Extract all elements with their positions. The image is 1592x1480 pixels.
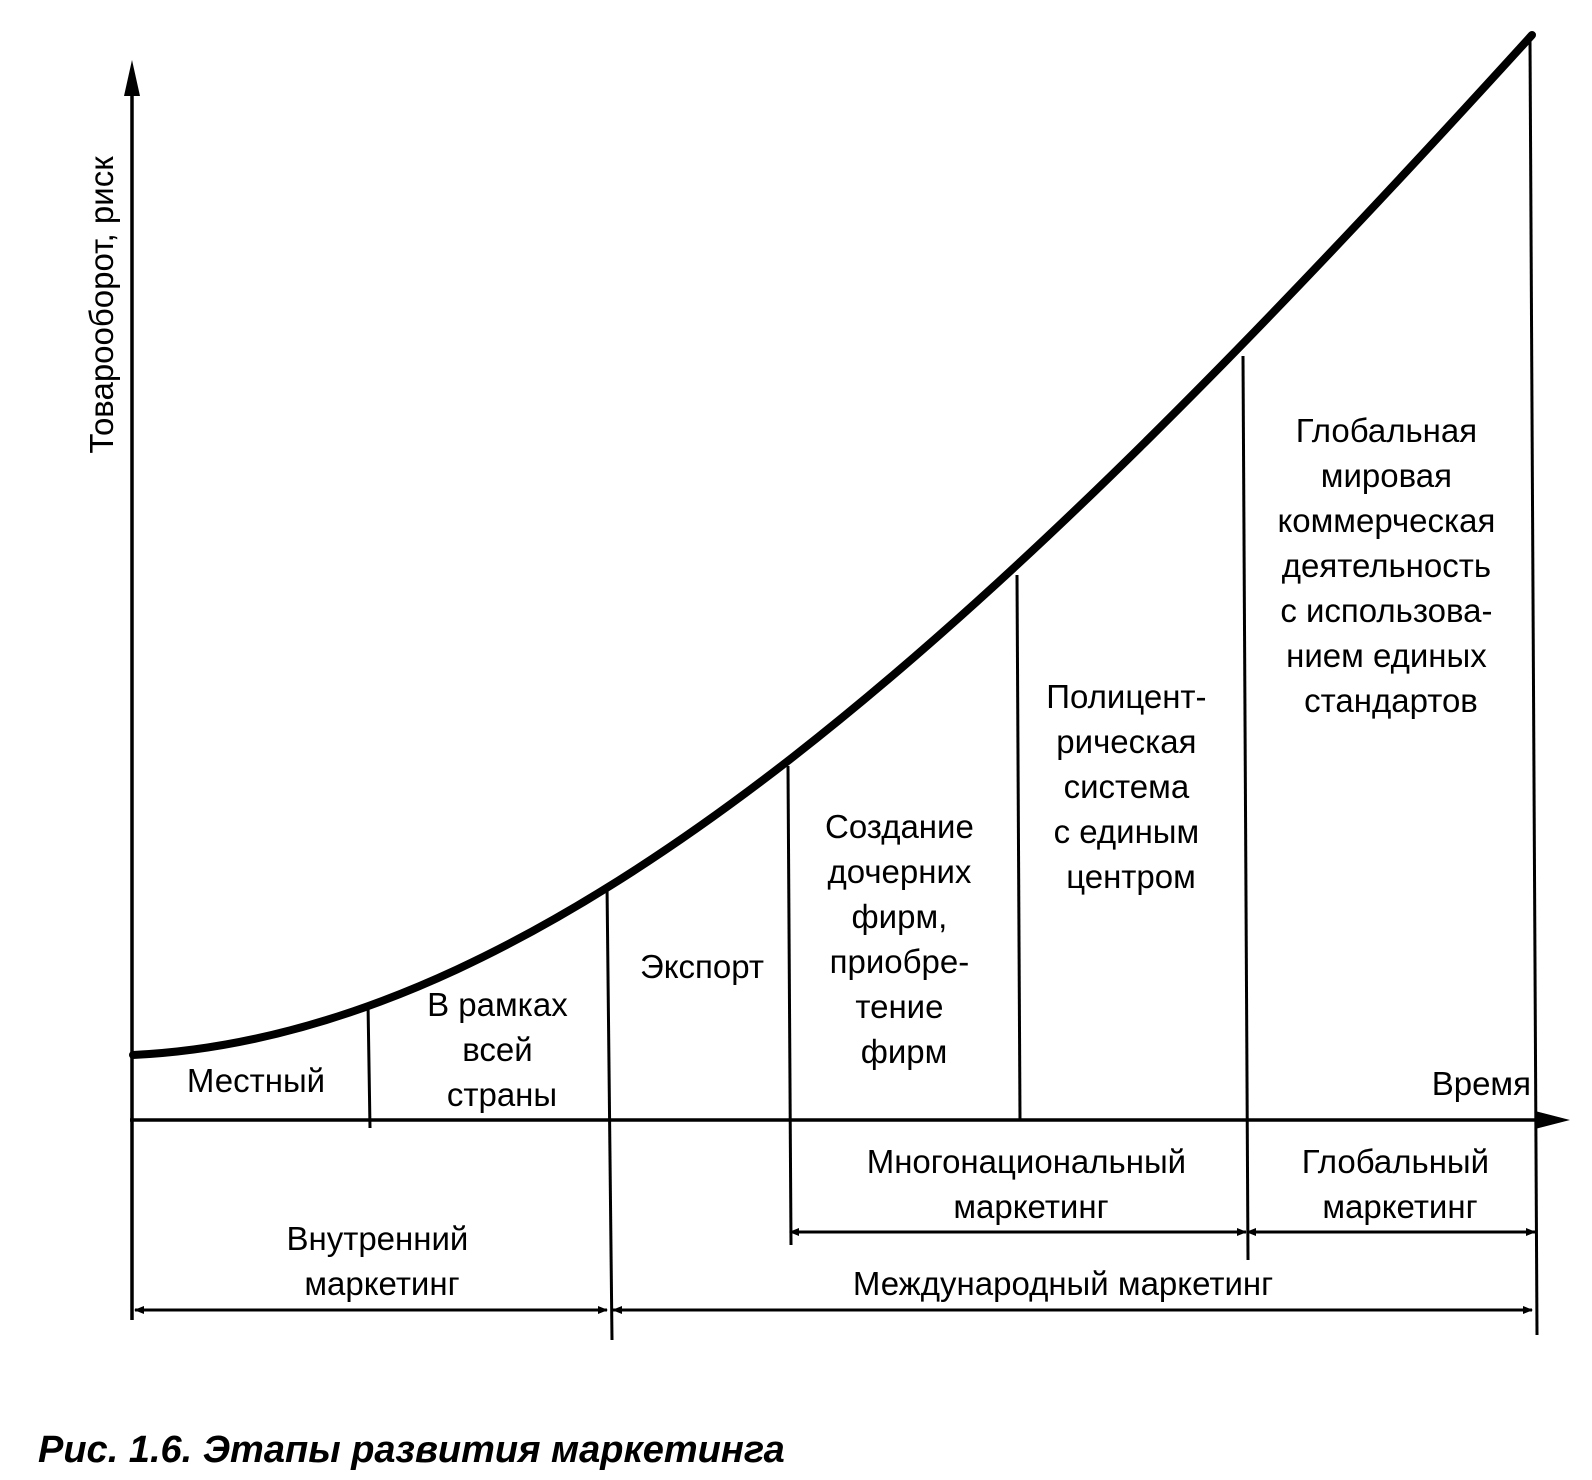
- stage-label-global: Глобальная мировая коммерческая деятельн…: [1277, 412, 1504, 719]
- span-label-global: Глобальный маркетинг: [1302, 1143, 1499, 1225]
- stage-label-national: В рамках всей страны: [427, 986, 577, 1113]
- x-axis-arrowhead: [1535, 1111, 1570, 1129]
- x-axis-label: Время: [1432, 1065, 1531, 1102]
- stage-divider-6: [1528, 39, 1539, 1336]
- stage-divider-5: [1241, 355, 1250, 1261]
- stage-divider-4: [1015, 574, 1022, 1121]
- stage-label-export: Экспорт: [640, 948, 764, 985]
- span-label-domestic: Внутренний маркетинг: [286, 1220, 477, 1302]
- figure-caption: Рис. 1.6. Этапы развития маркетинга: [38, 1429, 785, 1471]
- span-label-international: Международный маркетинг: [853, 1265, 1273, 1302]
- span-label-multinational: Многонациональный маркетинг: [867, 1143, 1196, 1225]
- stage-label-polycentric: Полицент- рическая система с единым цент…: [1046, 678, 1215, 895]
- stage-label-local: Местный: [187, 1062, 325, 1099]
- y-axis-arrowhead: [124, 60, 140, 96]
- stage-divider-3: [786, 765, 793, 1246]
- stage-label-subsidiaries: Создание дочерних фирм, приобре- тение ф…: [825, 808, 983, 1070]
- stage-divider-2: [605, 883, 614, 1341]
- stage-divider-1: [366, 1002, 372, 1129]
- growth-curve: [129, 31, 1536, 1059]
- y-axis-label: Товарооборот, риск: [83, 156, 120, 454]
